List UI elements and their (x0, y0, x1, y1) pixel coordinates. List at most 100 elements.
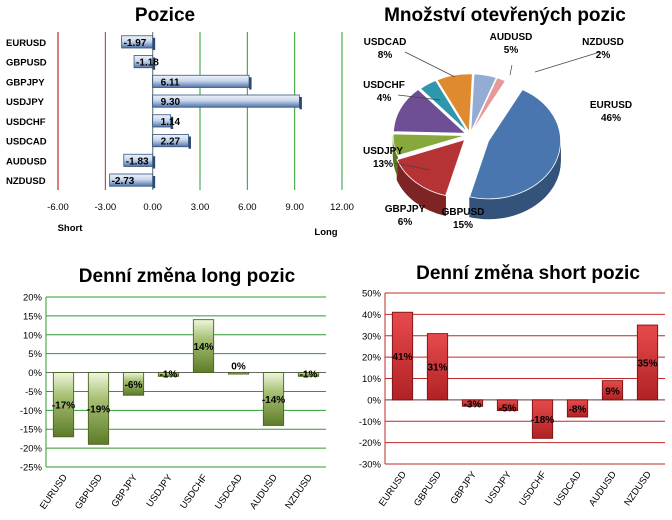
x-tick-label: 12.00 (330, 202, 354, 213)
category-label: USDCAD (552, 469, 584, 508)
bar (531, 399, 554, 439)
category-label: GBPJPY (6, 77, 45, 88)
pie-slice (396, 139, 466, 197)
pie-leader-line (534, 51, 601, 73)
bar (52, 372, 75, 438)
pie-label: EURUSD (590, 100, 632, 111)
bar (121, 35, 154, 49)
chart-title: Denní změna short pozic (416, 263, 640, 284)
category-label: USDCHF (178, 472, 210, 511)
x-tick-label: 3.00 (191, 202, 210, 213)
category-label: GBPJPY (109, 472, 140, 510)
bar-depth (152, 176, 156, 189)
pie-slice (469, 89, 561, 200)
x-tick-labels: -6.00 -3.00 0.00 3.00 6.00 9.00 12.00 (47, 202, 354, 213)
data-label: 14% (193, 342, 213, 353)
y-tick-labels: 20% 15% 10% 5% 0% -5% -10% -15% -20% -25% (20, 293, 43, 474)
data-label: 6.11 (161, 77, 180, 88)
pie-slice (393, 89, 467, 134)
data-label: 35% (637, 358, 657, 369)
category-label: USDCHF (6, 117, 46, 128)
bar (496, 399, 519, 412)
y-tick-label: -5% (25, 387, 42, 398)
y-tick-label: -10% (20, 406, 43, 417)
category-labels: EURUSD GBPUSD GBPJPY USDJPY USDCHF USDCAD AUDU… (6, 38, 47, 187)
data-label: -1% (300, 369, 318, 380)
data-label: -17% (52, 401, 75, 412)
pie-value-label: 6% (398, 217, 413, 228)
y-tick-label: -30% (359, 460, 382, 471)
chart-title: Množství otevřených pozic (384, 5, 626, 26)
pie-label: USDCAD (364, 37, 407, 48)
category-label: EURUSD (38, 472, 70, 511)
bar (262, 372, 285, 426)
long-axis-label: Long (314, 227, 337, 238)
pie-leader-line (394, 162, 431, 171)
y-tick-labels: 50% 40% 30% 20% 10% 0% -10% -20% -30% (359, 289, 382, 471)
bar (227, 372, 250, 375)
bar-series: -17% -19% -6% -1% 14% 0% -14% -1% (52, 319, 320, 445)
daily-short-change-chart: Denní změna short pozic 41% 31% -3% -5% -18%… (359, 263, 665, 509)
bar-depth (152, 37, 156, 50)
bar (601, 380, 624, 401)
category-label: USDJPY (144, 472, 175, 510)
bar-series: 41% 31% -3% -5% -18% -8% 9% 35% (391, 311, 659, 439)
data-label: -6% (125, 380, 143, 391)
category-label: USDJPY (483, 469, 514, 507)
y-tick-label: 50% (362, 289, 382, 300)
data-label: -14% (262, 395, 285, 406)
y-tick-label: 5% (28, 349, 42, 360)
y-tick-label: -15% (20, 425, 43, 436)
data-label: -1.97 (124, 38, 147, 49)
pie-value-label: 46% (601, 113, 621, 124)
x-tick-label: -6.00 (47, 202, 69, 213)
data-label: -8% (569, 404, 587, 415)
data-label: 9% (605, 386, 620, 397)
y-tick-label: -20% (359, 438, 382, 449)
bar (87, 372, 110, 445)
bar (157, 372, 180, 377)
data-label: 1.14 (161, 117, 181, 128)
y-tick-label: 10% (362, 374, 382, 385)
pie-slice (470, 73, 497, 133)
pie-leader-line (397, 94, 441, 101)
pie-slice (436, 73, 473, 134)
grid-lines (45, 296, 326, 468)
bar-depth (188, 136, 191, 149)
position-bar-chart: Pozice -1.97 -1.186.11 9.30 1.14 2.27 -1.83 -2… (6, 5, 354, 238)
pie-value-label: 2% (596, 50, 611, 61)
bar (109, 173, 154, 187)
grid-lines (57, 32, 343, 190)
y-tick-label: 20% (362, 353, 382, 364)
y-tick-label: 30% (362, 331, 382, 342)
bar-depth (249, 77, 252, 90)
category-label: NZDUSD (283, 472, 315, 511)
chart-title: Pozice (135, 5, 195, 26)
y-tick-label: 0% (28, 368, 42, 379)
data-label: 31% (427, 363, 447, 374)
daily-long-change-chart: Denní změna long pozic -17% -19% -6% -1% 14%… (20, 266, 326, 512)
data-label: -19% (87, 404, 110, 415)
category-label: GBPJPY (448, 469, 479, 507)
data-label: 2.27 (161, 137, 181, 148)
y-tick-label: -20% (20, 444, 43, 455)
x-tick-label: -3.00 (95, 202, 117, 213)
data-label: 0% (231, 362, 246, 373)
category-label: EURUSD (6, 38, 46, 49)
bar-depth (299, 97, 302, 110)
category-label: GBPUSD (73, 472, 105, 511)
bar-depth (170, 116, 174, 129)
y-tick-label: -25% (20, 463, 43, 474)
y-tick-label: 10% (23, 330, 43, 341)
bar (297, 372, 320, 377)
pie-value-label: 13% (373, 159, 393, 170)
pie-value-label: 5% (504, 45, 519, 56)
category-label: AUDUSD (6, 156, 47, 167)
bar-depth (152, 57, 156, 70)
category-label: USDCAD (213, 472, 245, 511)
pie-label: NZDUSD (582, 37, 624, 48)
pie-leader-line (509, 64, 513, 76)
data-label: -1.18 (136, 58, 159, 69)
category-label: GBPUSD (6, 58, 47, 69)
category-label: USDCHF (517, 469, 549, 508)
